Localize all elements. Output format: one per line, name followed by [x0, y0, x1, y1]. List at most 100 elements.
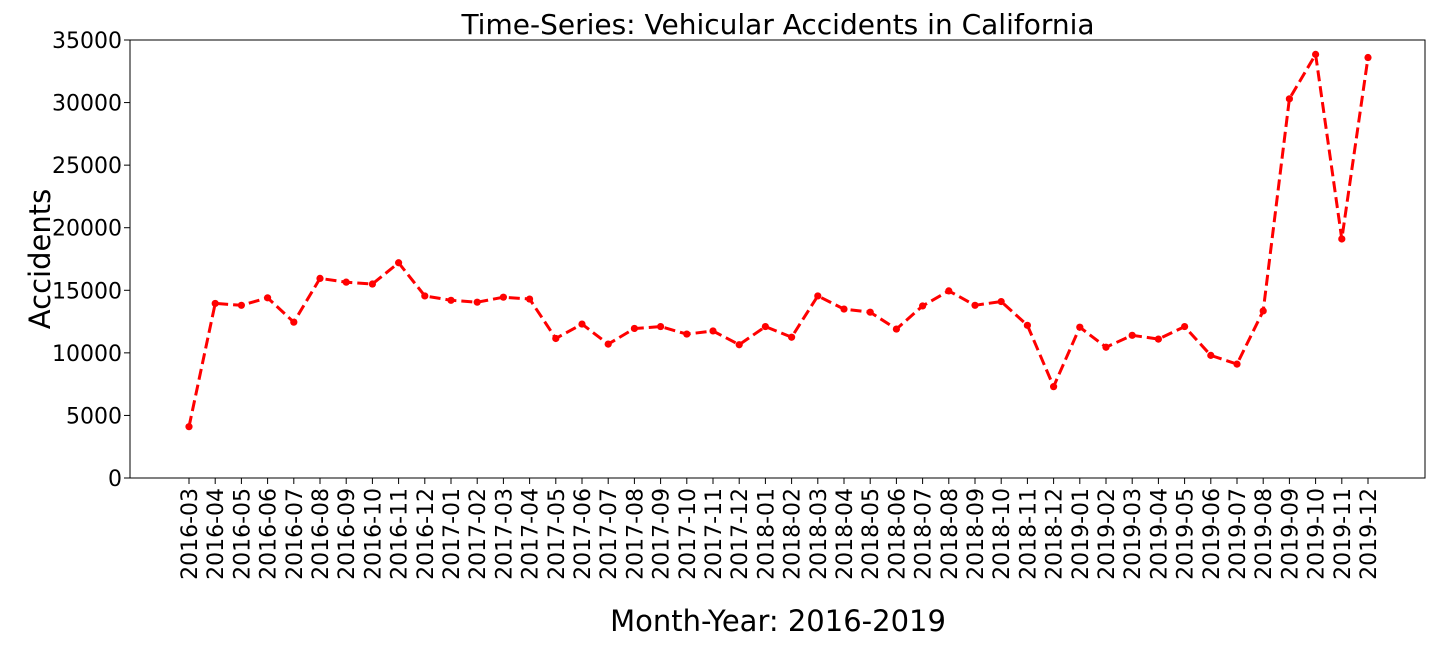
data-point	[761, 322, 770, 331]
x-tick-label: 2017-09	[650, 488, 675, 580]
x-tick-label: 2017-05	[545, 488, 570, 580]
data-point	[1102, 343, 1110, 351]
x-tick-label: 2016-08	[309, 488, 334, 580]
x-tick-label: 2019-02	[1095, 488, 1120, 580]
x-tick-label: 2019-12	[1357, 488, 1382, 580]
x-tick-label: 2019-05	[1174, 488, 1199, 580]
data-point	[788, 333, 796, 341]
series-line	[187, 52, 1370, 428]
x-tick-label: 2017-11	[702, 488, 727, 580]
data-point	[945, 287, 953, 295]
data-point	[395, 259, 403, 267]
data-point	[578, 320, 586, 328]
data-point	[1076, 323, 1084, 331]
y-tick-label: 10000	[52, 342, 122, 367]
x-tick-label: 2016-11	[388, 488, 413, 580]
data-point	[499, 293, 507, 301]
x-tick-label: 2018-11	[1016, 488, 1041, 580]
data-point	[1338, 235, 1346, 243]
x-tick-label: 2018-09	[964, 488, 989, 580]
x-tick-label: 2017-03	[492, 488, 517, 580]
data-point	[630, 324, 639, 333]
data-point	[919, 302, 927, 310]
x-tick-label: 2016-03	[178, 488, 203, 580]
data-point	[552, 334, 560, 343]
x-tick-label: 2016-12	[414, 488, 439, 580]
y-tick-label: 5000	[66, 404, 122, 429]
data-point	[1285, 95, 1293, 103]
x-tick-label: 2018-10	[990, 488, 1015, 580]
x-tick-label: 2019-11	[1331, 488, 1356, 580]
x-tick-label: 2018-01	[754, 488, 779, 580]
x-tick-label: 2018-12	[1043, 488, 1068, 580]
y-tick-label: 25000	[52, 154, 122, 179]
x-tick-label: 2018-04	[833, 488, 858, 580]
y-axis-label: Accidents	[23, 189, 57, 329]
y-tick-label: 30000	[52, 92, 122, 117]
y-tick-label: 15000	[52, 279, 122, 304]
x-tick-label: 2018-08	[938, 488, 963, 580]
x-tick-label: 2017-12	[728, 488, 753, 580]
data-point	[892, 325, 901, 333]
data-point	[1181, 322, 1189, 331]
x-tick-label: 2017-07	[597, 488, 622, 580]
plot-frame	[129, 39, 1426, 479]
x-tick-label: 2017-10	[676, 488, 701, 580]
x-tick-label: 2017-01	[440, 488, 465, 580]
data-point	[709, 327, 717, 335]
data-point	[211, 299, 219, 308]
data-point	[1050, 383, 1058, 391]
data-point	[657, 322, 665, 331]
data-point	[1023, 321, 1031, 329]
data-point	[1154, 335, 1162, 343]
data-point	[368, 280, 376, 288]
data-point	[316, 274, 324, 282]
data-point	[1207, 351, 1215, 359]
chart-title: Time-Series: Vehicular Accidents in Cali…	[460, 8, 1094, 41]
x-tick-label: 2017-02	[466, 488, 491, 580]
data-point	[1233, 360, 1241, 368]
data-point	[1312, 50, 1320, 58]
x-tick-label: 2017-08	[623, 488, 648, 580]
x-tick-label: 2016-10	[361, 488, 386, 580]
x-axis-label: Month-Year: 2016-2019	[610, 604, 946, 638]
data-point	[814, 292, 822, 300]
x-tick-label: 2018-06	[885, 488, 910, 580]
plot-area: 0 5000 10000 15000 20000 25000 30000 35000 2016-…	[52, 29, 1426, 580]
data-point	[421, 292, 429, 300]
x-tick-label: 2018-02	[781, 488, 806, 580]
data-point	[683, 330, 691, 338]
y-tick-label: 0	[108, 467, 122, 492]
x-tick-label: 2019-01	[1069, 488, 1094, 580]
data-point	[185, 423, 193, 431]
y-tick-label: 35000	[52, 29, 122, 54]
x-tick-label: 2016-06	[257, 488, 282, 580]
data-point	[447, 296, 455, 304]
data-point	[1259, 307, 1267, 315]
x-tick-label: 2019-04	[1147, 488, 1172, 580]
y-tick-label: 20000	[52, 217, 122, 242]
x-tick-label: 2016-07	[283, 488, 308, 580]
data-point	[342, 278, 350, 286]
x-tick-label: 2019-06	[1200, 488, 1225, 580]
x-tick-label: 2017-04	[519, 488, 544, 580]
data-point	[526, 295, 534, 303]
x-tick-label: 2018-03	[807, 488, 832, 580]
x-tick-label: 2016-05	[230, 488, 255, 580]
data-point	[1128, 331, 1136, 339]
data-point	[971, 301, 979, 309]
data-point	[604, 340, 612, 348]
x-tick-label: 2018-05	[859, 488, 884, 580]
data-point	[290, 318, 298, 326]
data-point	[735, 341, 743, 349]
x-tick-label: 2016-09	[335, 488, 360, 580]
data-point	[237, 301, 245, 309]
x-tick-label: 2018-07	[912, 488, 937, 580]
x-tick-label: 2019-07	[1226, 488, 1251, 580]
data-point	[840, 305, 848, 313]
x-tick-label: 2017-06	[571, 488, 596, 580]
data-point	[473, 298, 481, 306]
x-tick-label: 2019-09	[1278, 488, 1303, 580]
